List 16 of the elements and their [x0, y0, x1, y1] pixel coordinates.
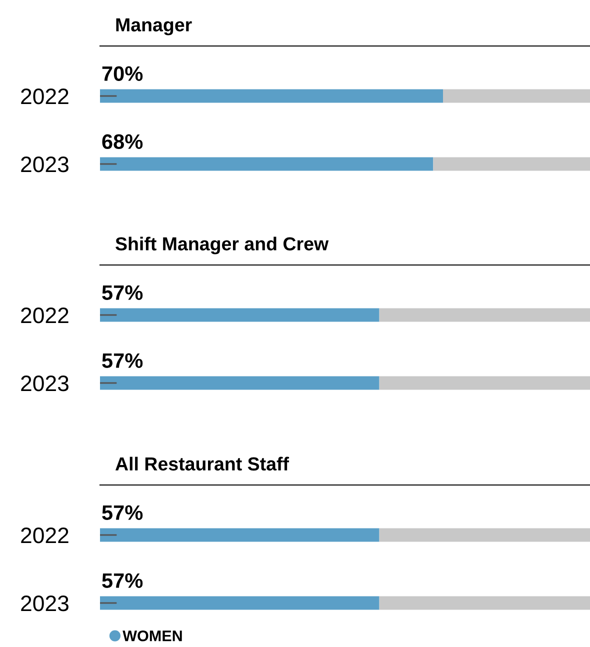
y-tick-label: 2023 [21, 376, 68, 392]
y-tick-label: 2023 [21, 596, 68, 612]
y-tick-label: 2022 [21, 88, 68, 104]
y-tick-label: 2022 [21, 308, 68, 324]
y-tick-label: 2023 [21, 156, 68, 172]
data-label: 70% [102, 66, 143, 81]
data-label: 57% [102, 285, 143, 300]
data-label: 57% [102, 353, 143, 368]
chart-title: All Restaurant Staff [115, 456, 290, 471]
data-label: 57% [102, 573, 143, 588]
chart-title: Manager [116, 18, 192, 36]
data-label: 57% [102, 505, 143, 520]
chart-title: Shift Manager and Crew [116, 236, 329, 254]
y-tick-label: 2022 [21, 528, 68, 544]
data-label: 68% [102, 134, 143, 149]
legend-label: WOMEN [122, 630, 182, 642]
